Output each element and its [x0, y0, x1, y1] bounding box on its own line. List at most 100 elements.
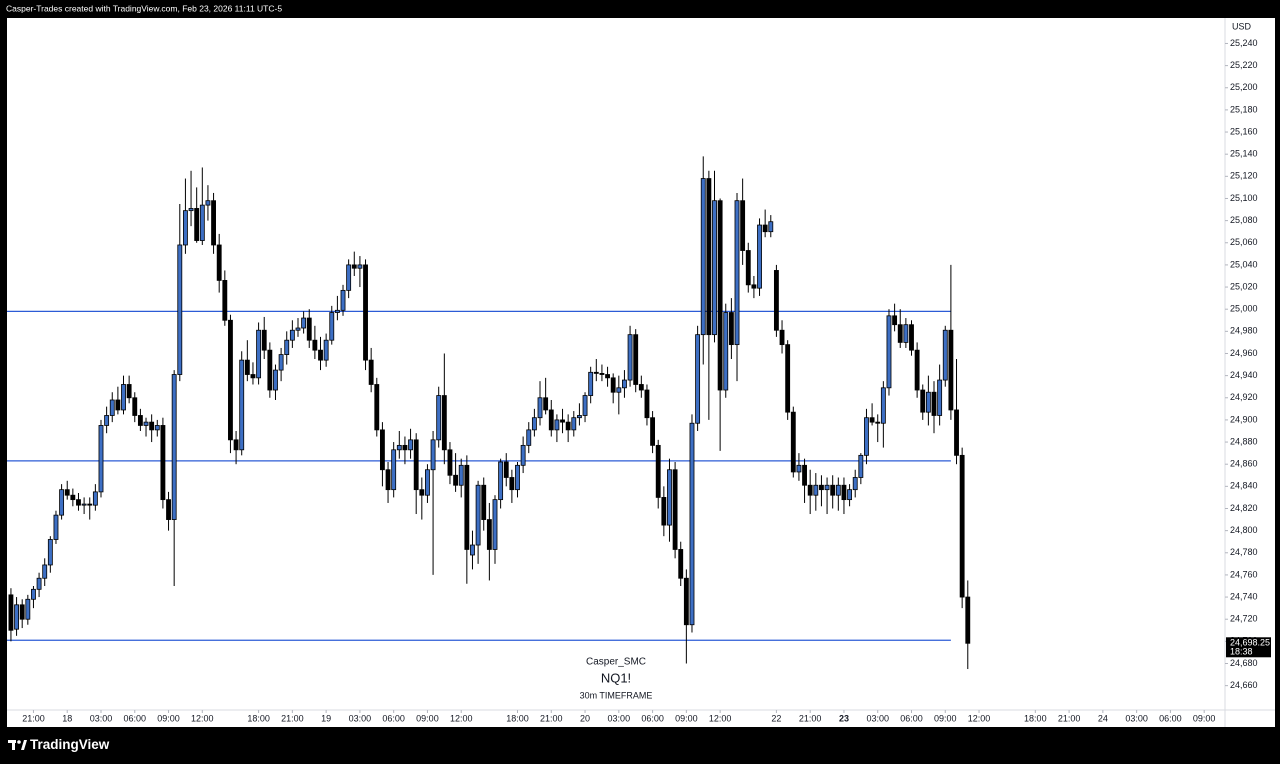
- candle-body-down: [261, 329, 267, 351]
- candle-body-up: [588, 371, 594, 396]
- candle-body-down: [773, 270, 779, 331]
- candle-body-up: [177, 244, 183, 375]
- candle-body-up: [667, 469, 672, 526]
- logo-part: [12, 740, 15, 750]
- candle-body-down: [149, 421, 155, 431]
- candle-body-down: [222, 280, 228, 321]
- candle-body-down: [374, 384, 380, 431]
- x-tick-label: 09:00: [157, 713, 180, 723]
- candle-body-down: [70, 494, 76, 501]
- candle-body-down: [76, 499, 81, 506]
- candle-body-down: [385, 469, 391, 491]
- candle-body-down: [115, 399, 121, 411]
- candle-body-down: [599, 373, 605, 375]
- x-tick-label: 19: [321, 713, 331, 723]
- candle-body-up: [925, 391, 931, 413]
- x-tick-label: 24: [1098, 713, 1108, 723]
- y-tick-label: 25,080: [1230, 215, 1258, 225]
- x-tick-label: 09:00: [934, 713, 957, 723]
- candle-body-down: [486, 519, 492, 550]
- header-text: Casper-Trades created with TradingView.c…: [6, 3, 282, 13]
- x-tick-label: 20: [580, 713, 590, 723]
- candle-body-down: [379, 429, 385, 471]
- candle-body-down: [8, 594, 14, 631]
- candle-body-up: [14, 604, 19, 630]
- candle-body-up: [143, 421, 149, 426]
- countdown-label: 18:38: [1230, 647, 1253, 657]
- candle-body-up: [847, 489, 853, 501]
- candle-body-down: [661, 497, 667, 526]
- candle-body-up: [425, 469, 430, 496]
- candle-body-down: [683, 577, 689, 626]
- x-tick-label: 18:00: [247, 713, 270, 723]
- candle-body-up: [121, 384, 126, 411]
- candle-body-up: [205, 200, 211, 206]
- chart-area: [7, 18, 1275, 727]
- candle-body-down: [948, 329, 954, 411]
- y-tick-label: 25,160: [1230, 126, 1258, 136]
- x-tick-label: 12:00: [191, 713, 214, 723]
- candle-body-up: [25, 598, 31, 620]
- candle-body-up: [576, 415, 582, 419]
- candle-body-up: [340, 289, 346, 311]
- candle-body-up: [470, 544, 475, 556]
- candle-body-down: [548, 409, 554, 431]
- candle-body-down: [560, 419, 565, 423]
- x-tick-label: 12:00: [450, 713, 473, 723]
- candle-body-down: [892, 315, 898, 326]
- candle-body-up: [520, 444, 526, 466]
- candle-body-up: [571, 417, 577, 431]
- candle-body-up: [700, 178, 706, 336]
- candle-body-up: [430, 439, 436, 471]
- candle-body-down: [244, 359, 250, 375]
- y-tick-label: 24,820: [1230, 503, 1258, 513]
- candle-body-up: [256, 329, 262, 379]
- candle-body-down: [678, 549, 684, 579]
- candle-body-up: [864, 417, 869, 456]
- x-tick-label: 12:00: [968, 713, 991, 723]
- candle-body-down: [802, 464, 807, 486]
- candle-body-up: [346, 264, 352, 291]
- candle-body-down: [503, 461, 509, 478]
- candle-body-down: [920, 389, 926, 413]
- candle-body-up: [98, 425, 104, 493]
- candle-body-up: [835, 484, 841, 496]
- y-tick-label: 25,240: [1230, 38, 1258, 48]
- y-tick-label: 24,980: [1230, 326, 1258, 336]
- candle-body-down: [160, 425, 166, 501]
- candle-body-up: [492, 499, 498, 550]
- candle-body-up: [182, 210, 188, 246]
- x-tick-label: 21:00: [540, 713, 563, 723]
- candle-body-down: [464, 464, 470, 550]
- y-tick-label: 25,120: [1230, 171, 1258, 181]
- candle-body-up: [329, 312, 335, 341]
- candle-body-up: [531, 417, 537, 431]
- candle-body-up: [36, 577, 42, 590]
- x-tick-label: 03:00: [90, 713, 113, 723]
- candle-body-up: [824, 484, 830, 491]
- candle-body-up: [616, 387, 622, 393]
- candle-body-down: [672, 469, 678, 550]
- candle-body-down: [841, 484, 847, 501]
- y-tick-label: 25,200: [1230, 82, 1258, 92]
- candle-body-down: [318, 349, 323, 361]
- candle-body-up: [796, 464, 802, 473]
- candle-body-up: [273, 369, 278, 391]
- candle-body-up: [408, 439, 413, 451]
- x-tick-label: 12:00: [709, 713, 732, 723]
- candle-body-down: [875, 421, 881, 424]
- candle-body-down: [250, 374, 256, 379]
- candle-body-down: [363, 264, 368, 361]
- y-tick-label: 25,020: [1230, 281, 1258, 291]
- candle-body-down: [830, 484, 836, 496]
- candle-body-up: [188, 208, 194, 212]
- x-tick-label: 22: [771, 713, 781, 723]
- y-tick-label: 25,040: [1230, 259, 1258, 269]
- x-tick-label: 06:00: [900, 713, 923, 723]
- candle-body-up: [627, 334, 633, 381]
- candle-body-up: [391, 449, 397, 491]
- y-tick-label: 25,220: [1230, 60, 1258, 70]
- candle-body-up: [396, 444, 402, 451]
- y-tick-label: 24,840: [1230, 481, 1258, 491]
- candle-body-up: [498, 461, 504, 501]
